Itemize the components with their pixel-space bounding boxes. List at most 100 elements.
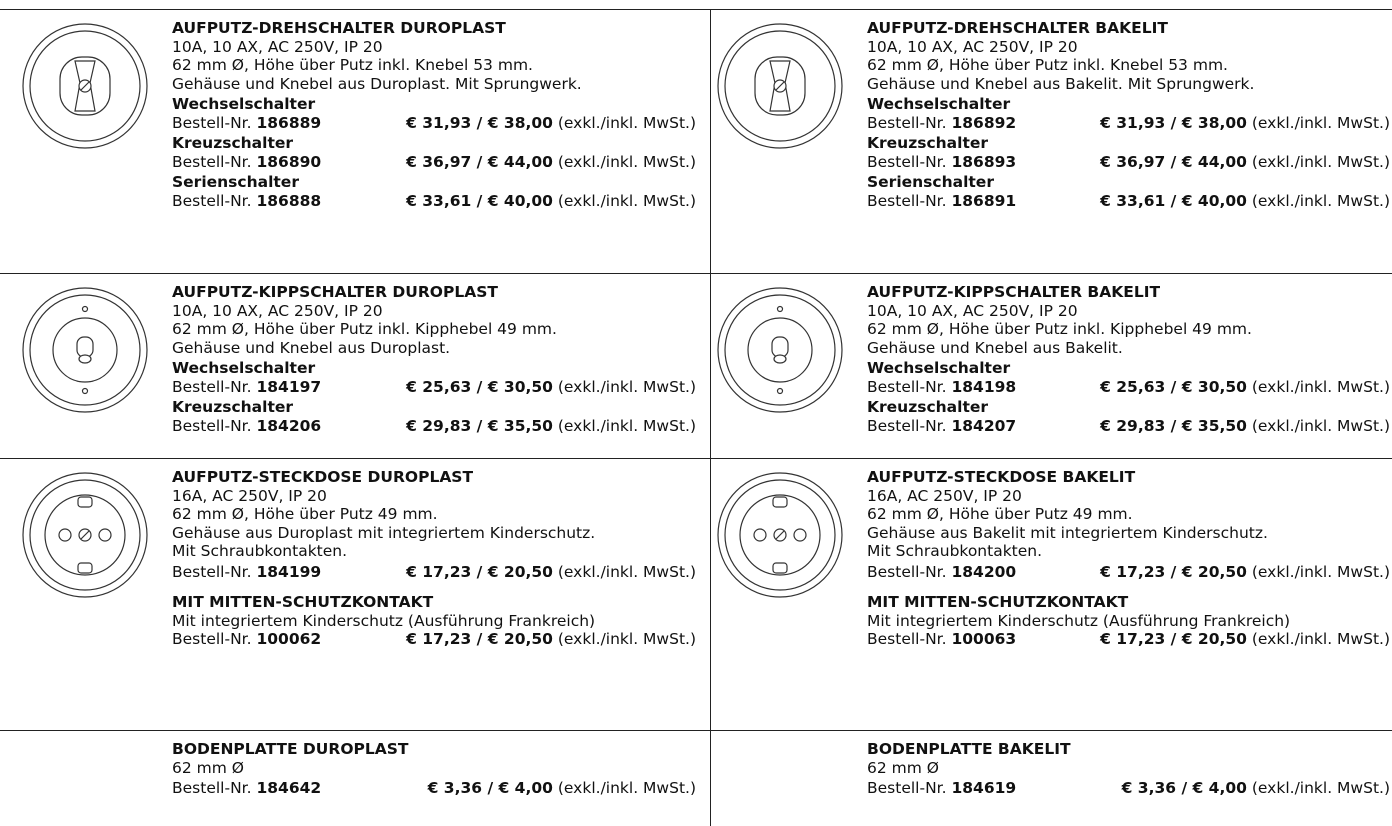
variant: Bestell-Nr. 184200 € 17,23 / € 20,50 (exk… <box>867 563 1390 582</box>
product-title: AUFPUTZ-STECKDOSE BAKELIT <box>867 468 1390 487</box>
order-number: Bestell-Nr. 184642 <box>172 779 321 798</box>
variant-name: MIT MITTEN-SCHUTZKONTAKT <box>172 593 696 612</box>
order-number: Bestell-Nr. 186891 <box>867 192 1016 211</box>
price-note: (exkl./inkl. MwSt.) <box>1252 417 1390 435</box>
spec-line: Gehäuse und Knebel aus Duroplast. <box>172 339 696 358</box>
price-value: € 33,61 / € 40,00 <box>406 192 553 210</box>
product-image <box>715 470 845 600</box>
order-label: Bestell-Nr. <box>867 114 947 132</box>
price: € 17,23 / € 20,50 (exkl./inkl. MwSt.) <box>1100 563 1390 582</box>
variant-description: Mit integriertem Kinderschutz (Ausführun… <box>172 612 696 631</box>
price-note: (exkl./inkl. MwSt.) <box>558 114 696 132</box>
price-note: (exkl./inkl. MwSt.) <box>1252 378 1390 396</box>
page: AUFPUTZ-DREHSCHALTER DUROPLAST10A, 10 AX… <box>0 0 1392 825</box>
price-note: (exkl./inkl. MwSt.) <box>558 153 696 171</box>
order-no: 184207 <box>951 417 1016 435</box>
spec-line: 62 mm Ø, Höhe über Putz 49 mm. <box>867 505 1390 524</box>
product-image <box>20 470 150 600</box>
price-value: € 17,23 / € 20,50 <box>406 563 553 581</box>
order-number: Bestell-Nr. 186889 <box>172 114 321 133</box>
order-line: Bestell-Nr. 184197 € 25,63 / € 30,50 (exk… <box>172 378 696 397</box>
price: € 36,97 / € 44,00 (exkl./inkl. MwSt.) <box>1100 153 1390 172</box>
price-note: (exkl./inkl. MwSt.) <box>558 378 696 396</box>
order-number: Bestell-Nr. 100062 <box>172 630 321 649</box>
order-number: Bestell-Nr. 186893 <box>867 153 1016 172</box>
price: € 17,23 / € 20,50 (exkl./inkl. MwSt.) <box>1100 630 1390 649</box>
order-line: Bestell-Nr. 184206 € 29,83 / € 35,50 (exk… <box>172 417 696 436</box>
order-no: 184206 <box>256 417 321 435</box>
order-number: Bestell-Nr. 184198 <box>867 378 1016 397</box>
order-number: Bestell-Nr. 184197 <box>172 378 321 397</box>
spec-line: 62 mm Ø, Höhe über Putz inkl. Knebel 53 … <box>867 56 1390 75</box>
spec-line: 62 mm Ø, Höhe über Putz inkl. Kipphebel … <box>867 320 1390 339</box>
price: € 3,36 / € 4,00 (exkl./inkl. MwSt.) <box>1122 779 1390 798</box>
variant-name: Kreuzschalter <box>172 134 696 153</box>
order-label: Bestell-Nr. <box>172 779 252 797</box>
product-title: AUFPUTZ-KIPPSCHALTER DUROPLAST <box>172 283 696 302</box>
spec-line: 62 mm Ø, Höhe über Putz inkl. Knebel 53 … <box>172 56 696 75</box>
spec-line: Mit Schraubkontakten. <box>172 542 696 561</box>
order-number: Bestell-Nr. 186888 <box>172 192 321 211</box>
order-line: Bestell-Nr. 184207€ 29,83 / € 35,50 (exk… <box>867 417 1390 436</box>
spec-line: Gehäuse aus Duroplast mit integriertem K… <box>172 524 696 543</box>
order-no: 184197 <box>256 378 321 396</box>
order-no: 184619 <box>951 779 1016 797</box>
order-line: Bestell-Nr. 186891 € 33,61 / € 40,00 (exk… <box>867 192 1390 211</box>
order-label: Bestell-Nr. <box>867 192 947 210</box>
order-line: Bestell-Nr. 186889 € 31,93 / € 38,00 (exk… <box>172 114 696 133</box>
order-label: Bestell-Nr. <box>867 378 947 396</box>
price: € 17,23 / € 20,50 (exkl./inkl. MwSt.) <box>406 630 696 649</box>
order-label: Bestell-Nr. <box>172 153 252 171</box>
price-value: € 36,97 / € 44,00 <box>1100 153 1247 171</box>
order-line: Bestell-Nr. 184198 € 25,63 / € 30,50 (exk… <box>867 378 1390 397</box>
price-note: (exkl./inkl. MwSt.) <box>1252 192 1390 210</box>
price-value: € 25,63 / € 30,50 <box>1100 378 1247 396</box>
order-no: 186889 <box>256 114 321 132</box>
price-note: (exkl./inkl. MwSt.) <box>1252 114 1390 132</box>
order-no: 186892 <box>951 114 1016 132</box>
order-number: Bestell-Nr. 184206 <box>172 417 321 436</box>
price-note: (exkl./inkl. MwSt.) <box>558 779 696 797</box>
price: € 31,93 / € 38,00 (exkl./inkl. MwSt.) <box>406 114 696 133</box>
variant-name: Wechselschalter <box>172 95 696 114</box>
price: € 25,63 / € 30,50 (exkl./inkl. MwSt.) <box>406 378 696 397</box>
order-label: Bestell-Nr. <box>867 563 947 581</box>
product-image <box>20 285 150 415</box>
variant-name: Kreuzschalter <box>867 398 1390 417</box>
order-line: Bestell-Nr. 184199€ 17,23 / € 20,50 (exk… <box>172 563 696 582</box>
price-note: (exkl./inkl. MwSt.) <box>558 192 696 210</box>
price: € 33,61 / € 40,00 (exkl./inkl. MwSt.) <box>1100 192 1390 211</box>
price-note: (exkl./inkl. MwSt.) <box>558 417 696 435</box>
product-title: AUFPUTZ-DREHSCHALTER BAKELIT <box>867 19 1390 38</box>
spec-line: 10A, 10 AX, AC 250V, IP 20 <box>172 38 696 57</box>
order-label: Bestell-Nr. <box>172 417 252 435</box>
order-number: Bestell-Nr. 100063 <box>867 630 1016 649</box>
order-line: Bestell-Nr. 186892€ 31,93 / € 38,00 (exk… <box>867 114 1390 133</box>
order-number: Bestell-Nr. 184619 <box>867 779 1016 798</box>
order-no: 184642 <box>256 779 321 797</box>
variant: Bestell-Nr. 184642€ 3,36 / € 4,00 (exkl.… <box>172 779 696 798</box>
price-value: € 29,83 / € 35,50 <box>406 417 553 435</box>
price-note: (exkl./inkl. MwSt.) <box>558 630 696 648</box>
order-line: Bestell-Nr. 184200 € 17,23 / € 20,50 (exk… <box>867 563 1390 582</box>
order-label: Bestell-Nr. <box>172 630 252 648</box>
product-image <box>715 21 845 151</box>
variant-name: MIT MITTEN-SCHUTZKONTAKT <box>867 593 1390 612</box>
order-number: Bestell-Nr. 184200 <box>867 563 1016 582</box>
order-line: Bestell-Nr. 186888 € 33,61 / € 40,00 (exk… <box>172 192 696 211</box>
